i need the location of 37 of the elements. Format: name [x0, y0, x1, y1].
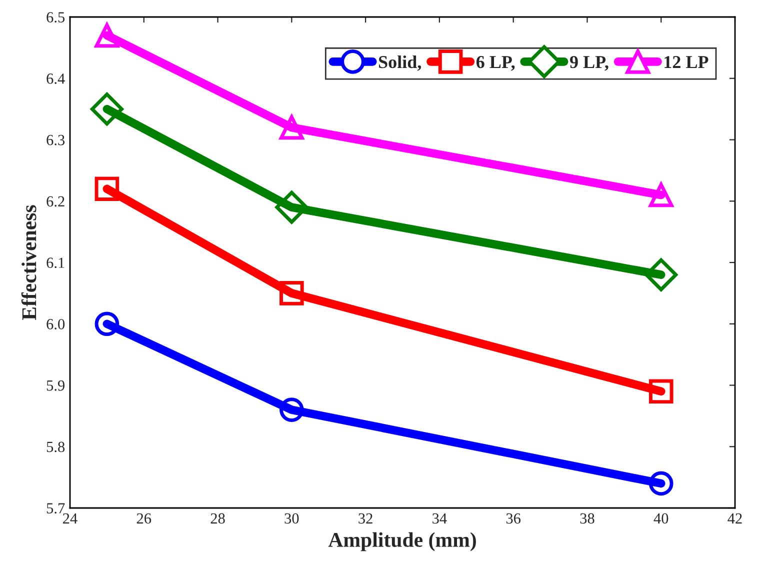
- legend-label: 12 LP: [664, 56, 708, 68]
- point: [94, 23, 120, 48]
- x-tick-label: 40: [654, 513, 668, 524]
- x-axis-title: Amplitude (mm): [328, 532, 476, 552]
- legend-label: 9 LP,: [570, 56, 608, 71]
- point: [94, 176, 120, 201]
- x-tick-label: 36: [506, 513, 521, 524]
- x-tick-label: 26: [136, 513, 152, 524]
- x-tick-label: 28: [210, 513, 225, 524]
- point: [280, 398, 304, 422]
- legend-label: Solid,: [378, 55, 421, 71]
- x-tick-label: 30: [284, 513, 299, 524]
- point: [90, 92, 124, 126]
- y-tick-label: 6.0: [46, 319, 65, 330]
- x-tick-label: 32: [358, 513, 372, 524]
- point: [280, 115, 304, 140]
- x-tick-label: 24: [63, 513, 78, 524]
- legend-label: 6 LP,: [476, 56, 515, 71]
- y-axis-title: Effectiveness: [21, 205, 36, 320]
- y-tick-label: 5.8: [46, 442, 65, 452]
- y-tick-label: 6.5: [46, 12, 65, 23]
- x-tick-label: 38: [580, 513, 594, 524]
- point: [648, 182, 674, 208]
- point: [94, 312, 120, 336]
- x-tick-label: 34: [432, 513, 447, 524]
- y-tick-label: 5.9: [46, 380, 65, 391]
- y-tick-label: 6.1: [46, 258, 64, 268]
- point: [648, 379, 674, 404]
- point: [644, 258, 678, 292]
- point: [280, 281, 304, 306]
- y-tick-label: 6.4: [46, 74, 65, 84]
- y-tick-label: 6.2: [46, 196, 64, 207]
- y-tick-label: 6.3: [46, 134, 65, 146]
- y-tick-label: 5.7: [46, 503, 65, 514]
- point: [648, 471, 674, 496]
- x-tick-label: 42: [728, 513, 742, 524]
- point: [275, 190, 308, 224]
